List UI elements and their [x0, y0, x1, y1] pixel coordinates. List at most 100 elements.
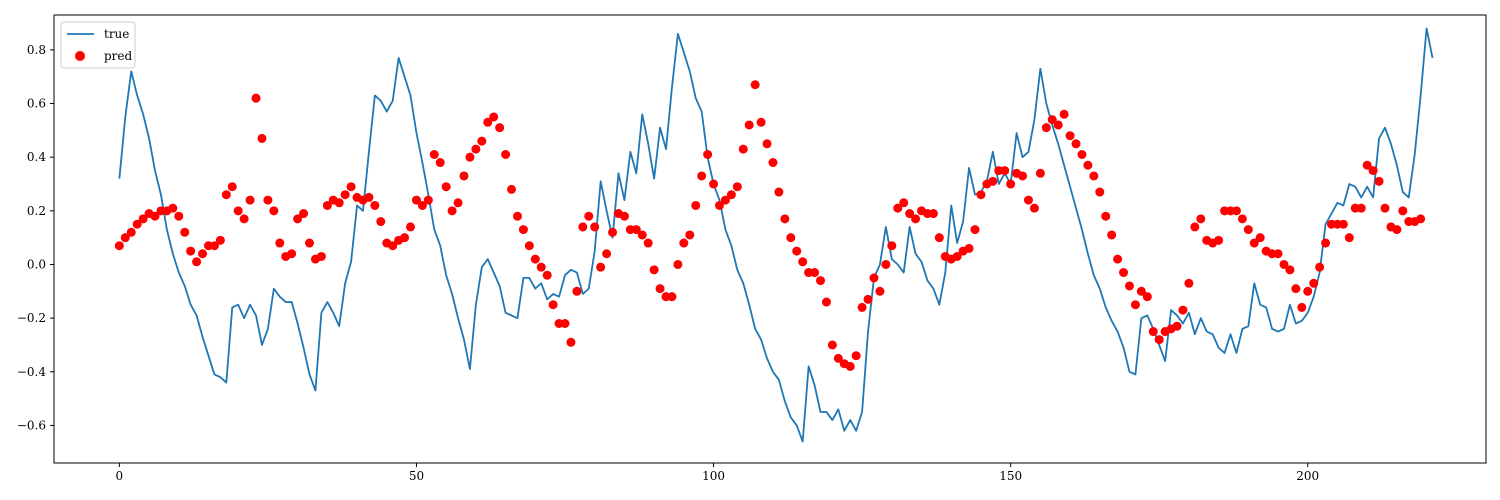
pred-point — [233, 206, 243, 216]
x-tick-label: 0 — [116, 469, 124, 483]
legend-true-label: true — [104, 27, 129, 41]
pred-point — [631, 225, 641, 235]
pred-point — [887, 241, 897, 251]
pred-point — [560, 319, 570, 328]
y-tick-label: 0.6 — [27, 97, 46, 111]
pred-point — [1142, 292, 1152, 302]
pred-point — [863, 294, 873, 304]
pred-point — [215, 235, 225, 245]
x-tick-label: 50 — [409, 469, 424, 483]
pred-point — [798, 257, 808, 267]
pred-point — [655, 284, 665, 294]
y-tick-label: 0.8 — [27, 43, 46, 57]
pred-point — [1107, 230, 1117, 240]
axes-frame — [53, 14, 1487, 464]
pred-point — [1362, 160, 1372, 170]
pred-point — [1018, 171, 1028, 181]
pred-point — [976, 190, 986, 200]
pred-point — [1392, 225, 1402, 235]
pred-point — [512, 211, 522, 221]
pred-point — [192, 257, 202, 267]
pred-point — [703, 150, 713, 159]
pred-point — [988, 176, 998, 186]
pred-point — [1416, 214, 1426, 224]
pred-point — [1124, 281, 1134, 291]
pred-point — [186, 246, 196, 256]
pred-point — [441, 182, 451, 192]
pred-point — [1196, 214, 1206, 224]
pred-point — [477, 136, 487, 146]
pred-point — [685, 230, 695, 240]
pred-point — [221, 190, 231, 200]
pred-point — [1101, 211, 1111, 221]
pred-point — [334, 198, 344, 208]
y-tick-label: −0.2 — [17, 311, 46, 325]
pred-point — [257, 133, 267, 143]
pred-point — [679, 238, 689, 248]
x-tick-label: 100 — [702, 469, 725, 483]
pred-point — [697, 171, 707, 181]
pred-point — [263, 195, 273, 205]
pred-point — [346, 182, 356, 192]
pred-point — [1356, 203, 1366, 213]
pred-point — [453, 198, 463, 208]
pred-point — [566, 337, 576, 347]
pred-point — [964, 243, 974, 253]
pred-point — [1315, 262, 1325, 272]
pred-point — [1089, 171, 1099, 181]
pred-point — [1190, 222, 1200, 232]
pred-point — [1297, 302, 1307, 312]
pred-point — [447, 206, 457, 216]
pred-point — [899, 198, 909, 208]
pred-point — [501, 150, 511, 159]
pred-point — [827, 340, 837, 350]
legend-pred-label: pred — [104, 49, 133, 63]
pred-point — [275, 238, 285, 248]
y-tick-label: 0.0 — [27, 257, 46, 271]
pred-point — [269, 206, 279, 216]
pred-point — [1243, 225, 1253, 235]
pred-point — [400, 233, 410, 243]
pred-point — [756, 117, 766, 127]
pred-point — [1273, 249, 1283, 259]
pred-point — [132, 219, 142, 229]
pred-point — [1119, 268, 1129, 278]
pred-point — [1285, 265, 1295, 275]
pred-point — [833, 353, 843, 363]
pred-point — [1380, 203, 1390, 213]
pred-point — [893, 203, 903, 213]
pred-point — [114, 241, 124, 251]
pred-point — [851, 351, 861, 361]
pred-series-layer — [114, 80, 1426, 371]
pred-point — [1023, 195, 1033, 205]
pred-point — [1374, 176, 1384, 186]
pred-point — [608, 227, 618, 237]
pred-point — [857, 302, 867, 312]
pred-point — [1053, 120, 1063, 130]
pred-point — [643, 238, 653, 248]
pred-point — [548, 300, 558, 310]
pred-point — [293, 214, 303, 224]
pred-point — [364, 192, 374, 202]
pred-point — [1136, 286, 1146, 296]
pred-point — [738, 144, 748, 154]
pred-point — [1214, 235, 1224, 245]
pred-point — [120, 233, 130, 243]
pred-point — [845, 361, 855, 371]
pred-point — [495, 123, 505, 133]
pred-point — [299, 209, 309, 219]
pred-point — [881, 259, 891, 269]
pred-point — [483, 117, 493, 127]
pred-point — [1077, 150, 1087, 159]
pred-point — [1344, 233, 1354, 243]
pred-point — [1303, 286, 1313, 296]
true-series-line — [118, 27, 1434, 443]
pred-point — [370, 200, 380, 210]
pred-point — [429, 150, 439, 159]
legend-pred-marker — [75, 51, 85, 61]
pred-point — [602, 249, 612, 259]
pred-point — [388, 241, 398, 251]
pred-point — [1172, 321, 1182, 331]
pred-point — [905, 209, 915, 219]
